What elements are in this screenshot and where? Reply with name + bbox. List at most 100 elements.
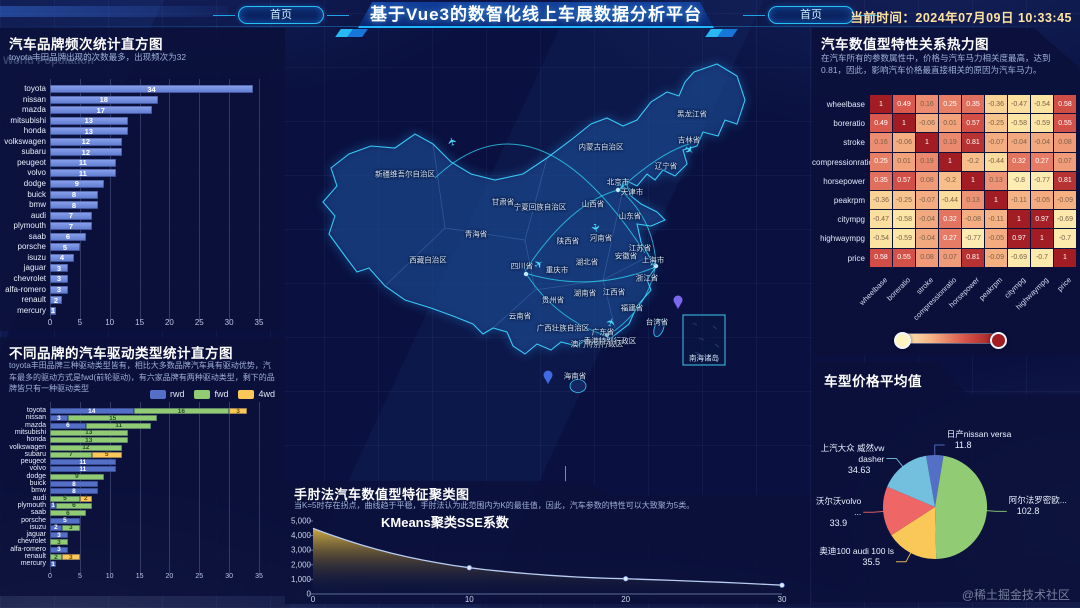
nav-home-left[interactable]: 首页 (213, 6, 349, 24)
province-label[interactable]: 天津市 (620, 187, 644, 197)
heatmap-cell[interactable]: -0.59 (1031, 114, 1053, 132)
heatmap-cell[interactable]: -0.25 (985, 114, 1007, 132)
heatmap-cell[interactable]: 0.07 (939, 249, 961, 267)
bar-segment-mazda[interactable]: 6 (50, 422, 86, 429)
legend-item-4wd[interactable]: 4wd (238, 389, 275, 399)
bar-segment-volkswagen[interactable]: 12 (50, 137, 122, 146)
heatmap-cell[interactable]: 0.35 (962, 95, 984, 113)
heatmap-cell[interactable]: 0.55 (1054, 114, 1076, 132)
heatmap-cell[interactable]: 1 (870, 95, 892, 113)
province-label[interactable]: 上海市 (641, 255, 665, 265)
heatmap-cell[interactable]: 0.19 (939, 133, 961, 151)
heatmap-cell[interactable]: 1 (893, 114, 915, 132)
pie-slice[interactable] (891, 507, 937, 560)
color-scale-slider[interactable] (900, 334, 996, 343)
heatmap-cell[interactable]: -0.77 (962, 229, 984, 247)
color-scale-handle-high[interactable] (990, 332, 1007, 349)
heatmap-cell[interactable]: -0.04 (1008, 133, 1030, 151)
province-label[interactable]: 海南省 (563, 371, 587, 381)
heatmap-cell[interactable]: 0.08 (916, 249, 938, 267)
province-label[interactable]: 青海省 (464, 229, 488, 239)
heatmap-cell[interactable]: 0.19 (916, 153, 938, 171)
heatmap-cell[interactable]: 1 (1031, 229, 1053, 247)
bar-segment-plymouth[interactable]: 1 (50, 502, 56, 510)
bar-segment-nissan[interactable]: 18 (50, 95, 158, 104)
heatmap-cell[interactable]: -0.04 (916, 229, 938, 247)
bar-segment-nissan[interactable]: 15 (67, 415, 158, 422)
heatmap-cell[interactable]: 0.32 (939, 210, 961, 228)
province-label[interactable]: 重庆市 (545, 265, 569, 275)
hainan-island[interactable] (569, 379, 587, 393)
heatmap-cell[interactable]: 1 (1008, 210, 1030, 228)
heatmap-cell[interactable]: 0.13 (985, 172, 1007, 190)
heatmap-cell[interactable]: -0.07 (916, 191, 938, 209)
heatmap-cell[interactable]: 0.27 (1031, 153, 1053, 171)
bar-segment-dodge[interactable]: 9 (50, 179, 104, 188)
heatmap-cell[interactable]: -0.47 (870, 210, 892, 228)
bar-segment-saab[interactable]: 6 (50, 232, 86, 241)
heatmap-cell[interactable]: -0.04 (1031, 133, 1053, 151)
heatmap-cell[interactable]: 0.57 (893, 172, 915, 190)
bar-segment-mercury[interactable]: 1 (50, 560, 56, 568)
bar-segment-mitsubishi[interactable]: 13 (50, 429, 128, 436)
province-label[interactable]: 山东省 (618, 211, 642, 221)
province-label[interactable]: 江苏省 (628, 243, 652, 253)
heatmap-cell[interactable]: -0.25 (893, 191, 915, 209)
average-price-pie-chart[interactable]: 日产nissan versa 11.8 阿尔法罗密欧... 102.8 奥迪100 au… (812, 362, 1080, 602)
province-label[interactable]: 贵州省 (541, 295, 565, 305)
heatmap-cell[interactable]: -0.54 (1031, 95, 1053, 113)
heatmap-cell[interactable]: 0.16 (870, 133, 892, 151)
heatmap-cell[interactable]: -0.06 (893, 133, 915, 151)
heatmap-cell[interactable]: -0.08 (962, 210, 984, 228)
bar-segment-honda[interactable]: 13 (50, 127, 128, 136)
province-label[interactable]: 广西壮族自治区 (536, 323, 590, 333)
heatmap-cell[interactable]: -0.58 (893, 210, 915, 228)
taiwan-island[interactable] (652, 318, 667, 338)
heatmap-cell[interactable]: 1 (939, 153, 961, 171)
province-label[interactable]: 福建省 (620, 303, 644, 313)
bar-segment-isuzu[interactable]: 3 (61, 524, 80, 531)
bar-segment-subaru[interactable]: 12 (50, 148, 122, 157)
bar-segment-chevrolet[interactable]: 3 (50, 539, 68, 546)
bar-segment-toyota[interactable]: 3 (229, 408, 247, 415)
heatmap-cell[interactable]: 0.81 (962, 249, 984, 267)
heatmap-cell[interactable]: -0.2 (962, 153, 984, 171)
bar-segment-mazda[interactable]: 17 (50, 106, 152, 115)
heatmap-cell[interactable]: 0.35 (870, 172, 892, 190)
province-label[interactable]: 内蒙古自治区 (578, 142, 624, 152)
heatmap-cell[interactable]: 0.81 (962, 133, 984, 151)
heatmap-cell[interactable]: -0.05 (1031, 191, 1053, 209)
heatmap-cell[interactable]: -0.59 (893, 229, 915, 247)
bar-segment-mercury[interactable]: 1 (50, 306, 56, 316)
heatmap-cell[interactable]: 0.97 (1031, 210, 1053, 228)
color-scale-handle-low[interactable] (894, 332, 911, 349)
heatmap-cell[interactable]: 0.97 (1008, 229, 1030, 247)
heatmap-cell[interactable]: 0.32 (1008, 153, 1030, 171)
bar-segment-jaguar[interactable]: 3 (50, 532, 68, 539)
heatmap-cell[interactable]: -0.69 (1054, 210, 1076, 228)
province-label[interactable]: 山西省 (581, 199, 605, 209)
heatmap-cell[interactable]: 0.58 (870, 249, 892, 267)
bar-segment-audi[interactable]: 7 (50, 211, 92, 220)
province-label[interactable]: 台湾省 (645, 317, 669, 327)
bar-segment-plymouth[interactable]: 6 (56, 502, 92, 509)
bar-segment-volvo[interactable]: 11 (50, 466, 116, 473)
province-label[interactable]: 广东省 (591, 327, 615, 337)
heatmap-cell[interactable]: 0.08 (1054, 133, 1076, 151)
heatmap-cell[interactable]: 1 (916, 133, 938, 151)
bar-segment-peugeot[interactable]: 11 (50, 158, 116, 167)
pie-slice[interactable] (887, 455, 935, 507)
pie-slice[interactable] (926, 455, 944, 507)
province-label[interactable]: 湖北省 (575, 257, 599, 267)
bar-segment-bmw[interactable]: 8 (50, 201, 98, 210)
heatmap-cell[interactable]: 0.07 (1054, 153, 1076, 171)
legend-item-rwd[interactable]: rwd (149, 389, 184, 399)
heatmap-cell[interactable]: -0.07 (985, 133, 1007, 151)
heatmap-cell[interactable]: 0.49 (870, 114, 892, 132)
heatmap-cell[interactable]: -0.05 (985, 229, 1007, 247)
heatmap-cell[interactable]: -0.36 (870, 191, 892, 209)
province-label[interactable]: 吉林省 (677, 135, 701, 145)
province-label[interactable]: 安徽省 (614, 251, 638, 261)
heatmap-cell[interactable]: -0.44 (939, 191, 961, 209)
heatmap-cell[interactable]: -0.7 (1054, 229, 1076, 247)
